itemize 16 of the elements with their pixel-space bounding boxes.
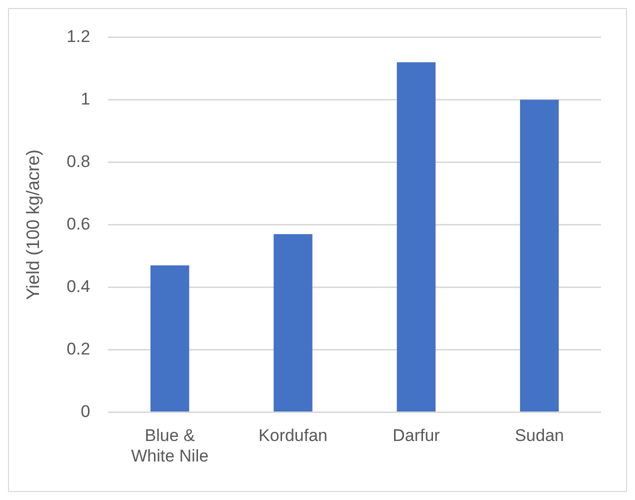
bar — [396, 62, 436, 412]
bar — [520, 100, 559, 412]
y-tick-label: 0.6 — [66, 214, 90, 234]
y-tick-label: 1 — [80, 89, 90, 108]
x-tick-label: Sudan — [514, 426, 564, 446]
x-tick-label: Darfur — [392, 426, 440, 446]
y-tick-label: 0.4 — [66, 276, 90, 296]
y-axis-title: Yield (100 kg/acre) — [22, 149, 43, 300]
x-tick-label: Blue & White Nile — [131, 426, 209, 466]
y-tick-label: 0 — [80, 402, 90, 421]
y-tick-label: 0.2 — [66, 339, 90, 358]
y-tick-label: 0.8 — [66, 152, 90, 171]
bar — [150, 265, 190, 412]
y-tick-label: 1.2 — [66, 26, 90, 46]
x-tick-label: Kordufan — [258, 426, 328, 446]
bar — [274, 234, 312, 412]
